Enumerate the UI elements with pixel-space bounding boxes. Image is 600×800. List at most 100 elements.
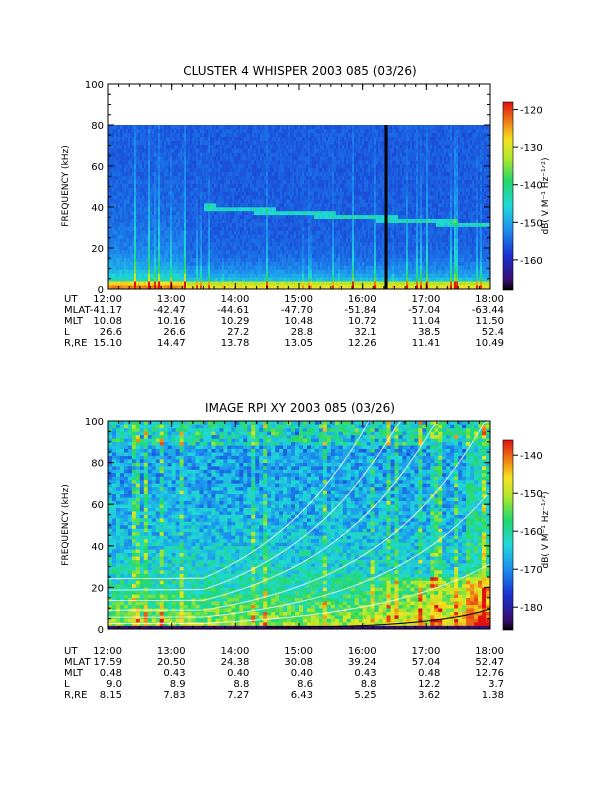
spectrogram-cell [162,167,165,173]
spectrogram-cell [248,144,251,149]
spectrogram-cell [158,156,161,161]
spectrogram-cell [320,128,323,134]
spectrogram-cell [186,214,189,220]
spectrogram-cell [250,226,253,231]
spectrogram-cell [296,269,299,274]
spectrogram-cell [246,226,249,231]
spectrogram-cell [212,199,215,204]
spectrogram-cell [276,273,279,278]
spectrogram-cell [332,167,335,173]
spectrogram-cell [170,164,173,169]
spectrogram-cell [160,246,163,251]
spectrogram-cell [160,125,163,130]
spectrogram-cell [312,230,315,235]
spectrogram-cell [258,222,261,227]
spectrogram-cell [124,175,127,180]
spectrogram-cell [258,191,261,196]
spectrogram-cell [168,238,171,243]
spectrogram-cell [332,222,335,227]
spectrogram-cell [156,269,159,274]
spectrogram-cell [114,210,117,216]
spectrogram-cell [192,273,195,278]
spectrogram-cell [198,171,201,177]
spectrogram-cell [118,249,121,255]
spectrogram-cell [166,222,169,227]
spectrogram-cell [304,203,307,208]
spectrogram-cell [192,218,195,223]
spectrogram-cell [232,144,235,149]
spectrogram-cell [280,261,283,266]
spectrogram-cell [172,144,175,149]
spectrogram-cell [180,207,183,212]
spectrogram-cell [252,285,255,290]
spectrogram-cell [156,242,159,247]
spectrogram-cell [220,152,223,157]
spectrogram-cell [218,175,221,180]
spectrogram-cell [120,183,123,188]
spectrogram-cell [336,210,339,216]
spectrogram-cell [254,207,257,212]
spectrogram-cell [234,277,237,282]
spectrogram-cell [176,152,179,157]
spectrogram-cell [254,214,257,220]
spectrogram-cell [278,210,281,216]
spectrogram-cell [270,140,273,145]
spectrogram-cell [200,269,203,274]
spectrogram-cell [292,218,295,223]
spectrogram-cell [240,148,243,153]
spectrogram-cell [170,144,173,149]
spectrogram-cell [294,249,297,255]
spectrogram-cell [338,136,341,141]
spectrogram-cell [328,195,331,200]
spectrogram-cell [136,140,139,145]
spectrogram-cell [228,257,231,262]
spectrogram-cell [184,222,187,227]
spectrogram-cell [226,128,229,134]
spectrogram-cell [198,214,201,220]
spectrogram-cell [218,144,221,149]
spectrogram-cell [170,257,173,262]
spectrogram-cell [186,144,189,149]
spectrogram-cell [188,179,191,184]
spectrogram-cell [218,191,221,196]
spectrogram-cell [274,214,277,220]
spectrogram-cell [280,238,283,243]
spectrogram-cell [108,207,111,212]
spectrogram-cell [320,273,323,278]
spectrogram-cell [260,187,263,192]
spectrogram-cell [316,210,319,216]
spectrogram-cell [122,125,125,130]
spectrogram-cell [328,152,331,157]
spectrogram-cell [254,238,257,243]
spectrogram-cell [266,269,269,274]
spectrogram-cell [180,183,183,188]
spectrogram-cell [268,230,271,235]
spectrogram-cell [216,273,219,278]
spectrogram-cell [248,218,251,223]
spectrogram-cell [338,207,341,212]
spectrogram-cell [230,218,233,223]
spectrogram-cell [260,253,263,259]
spectrogram-cell [226,265,229,270]
spectrogram-cell [274,285,277,290]
spectrogram-cell [110,199,113,204]
spectrogram-cell [326,140,329,145]
spectrogram-cell [244,246,247,251]
spectrogram-cell [200,281,203,286]
spectrogram-cell [298,136,301,141]
spectrogram-cell [112,152,115,157]
spectrogram-cell [120,164,123,169]
spectrogram-cell [148,265,151,270]
spectrogram-cell [126,144,129,149]
spectrogram-cell [340,226,343,231]
spectrogram-cell [218,156,221,161]
spectrogram-cell [122,175,125,180]
spectrogram-cell [308,265,311,270]
spectrogram-cell [194,218,197,223]
spectrogram-cell [114,203,117,208]
spectrogram-cell [328,257,331,262]
spectrogram-cell [254,167,257,173]
spectrogram-cell [236,242,239,247]
spectrogram-cell [290,195,293,200]
spectrogram-cell [256,125,259,130]
